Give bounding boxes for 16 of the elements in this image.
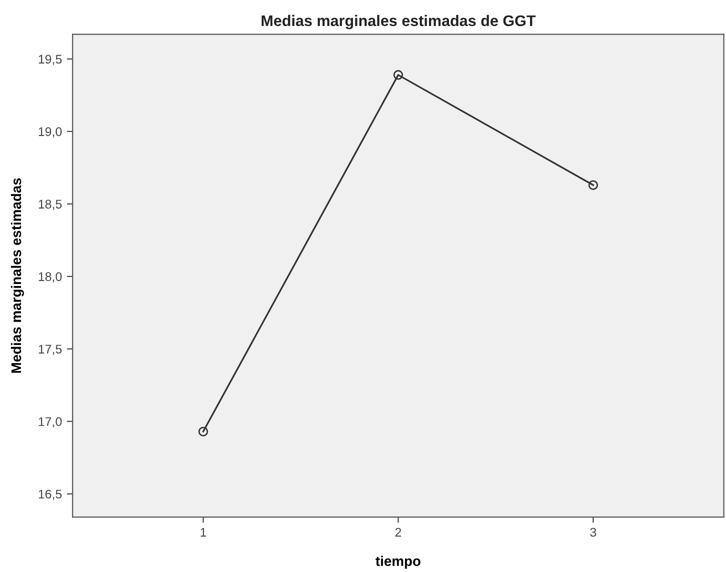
y-tick-label: 17,5 (38, 344, 62, 356)
point (198, 426, 208, 436)
y-tick-label: 18,5 (38, 200, 62, 210)
point (393, 70, 404, 80)
y-tick-label: 17,0 (38, 417, 62, 428)
y-tick-label: 18,0 (38, 272, 62, 283)
y-tick-label: 19,5 (38, 54, 62, 66)
y-tick-label: 16,5 (38, 490, 62, 500)
x-tick-label: 2 (395, 528, 402, 537)
chart-title: Medias marginales estimadas de GGT (262, 14, 536, 30)
point (588, 180, 598, 190)
y-axis-title: Medias marginales estimadas (10, 178, 24, 373)
y-tick-label: 19,0 (38, 127, 62, 138)
x-tick-label: 3 (590, 528, 596, 537)
x-axis-title: tiempo (376, 556, 420, 569)
x-tick-label: 1 (200, 528, 206, 537)
